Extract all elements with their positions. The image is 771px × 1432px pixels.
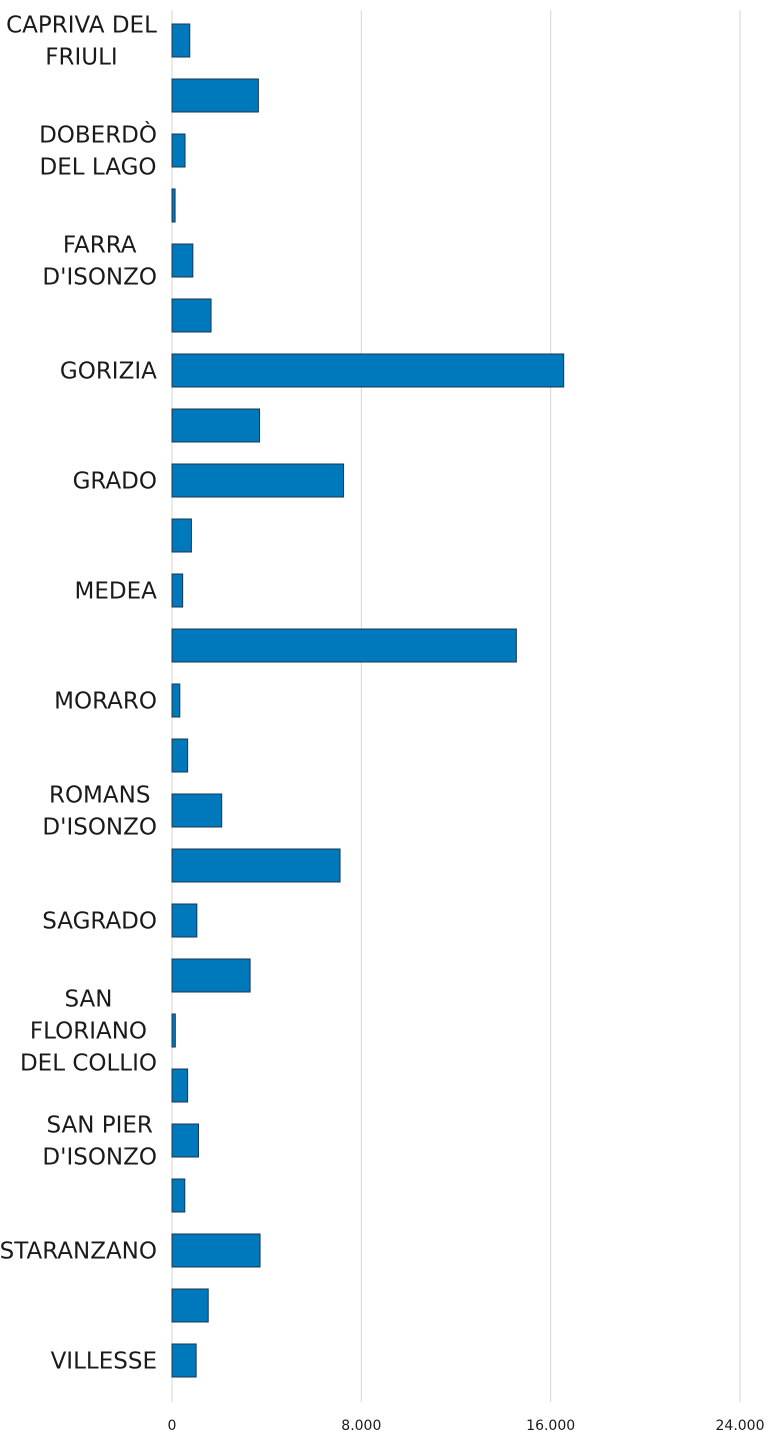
bar	[171, 683, 181, 718]
bar	[171, 78, 259, 113]
bar	[171, 738, 189, 773]
category-label: CAPRIVA DEL FRIULI	[6, 13, 157, 71]
x-axis-tick-labels: 0 8.000 16.000 24.000	[168, 1418, 765, 1432]
gridlines	[171, 10, 741, 1402]
category-label: GRADO	[73, 469, 157, 495]
bar	[171, 848, 341, 883]
bar	[171, 23, 191, 58]
x-tick-label: 24.000	[716, 1418, 765, 1432]
bar	[171, 1013, 176, 1048]
category-label: MORARO	[54, 689, 157, 715]
bar	[171, 1233, 261, 1268]
x-tick-label: 0	[168, 1418, 177, 1432]
bars	[171, 23, 565, 1378]
bar	[171, 1288, 209, 1323]
x-tick-label: 16.000	[526, 1418, 575, 1432]
bar	[171, 573, 184, 608]
bar	[171, 1123, 200, 1158]
bar	[171, 408, 261, 443]
bar	[171, 628, 517, 663]
category-label: DOBERDÒ DEL LAGO	[39, 121, 157, 181]
category-labels: CAPRIVA DEL FRIULI DOBERDÒ DEL LAGO FARRA D'I…	[0, 13, 157, 1375]
bar	[171, 1343, 197, 1378]
category-label: SAN PIER D'ISONZO	[42, 1113, 157, 1171]
category-label: GORIZIA	[60, 359, 157, 385]
category-label: VILLESSE	[51, 1349, 157, 1375]
bar	[171, 1178, 186, 1213]
bar	[171, 353, 565, 388]
category-label: MEDEA	[75, 579, 158, 605]
category-label: ROMANS D'ISONZO	[42, 783, 157, 841]
bar	[171, 903, 198, 938]
category-label: SAN FLORIANO DEL COLLIO	[20, 987, 157, 1077]
bar	[171, 1068, 189, 1103]
category-label: FARRA D'ISONZO	[42, 233, 157, 291]
bar	[171, 243, 194, 278]
bar	[171, 188, 176, 223]
bar	[171, 463, 345, 498]
x-tick-label: 8.000	[341, 1418, 381, 1432]
bar	[171, 518, 192, 553]
bar	[171, 793, 223, 828]
bar	[171, 298, 212, 333]
category-label: SAGRADO	[42, 909, 157, 935]
category-label: STARANZANO	[0, 1239, 157, 1265]
bar	[171, 958, 251, 993]
bar	[171, 133, 186, 168]
